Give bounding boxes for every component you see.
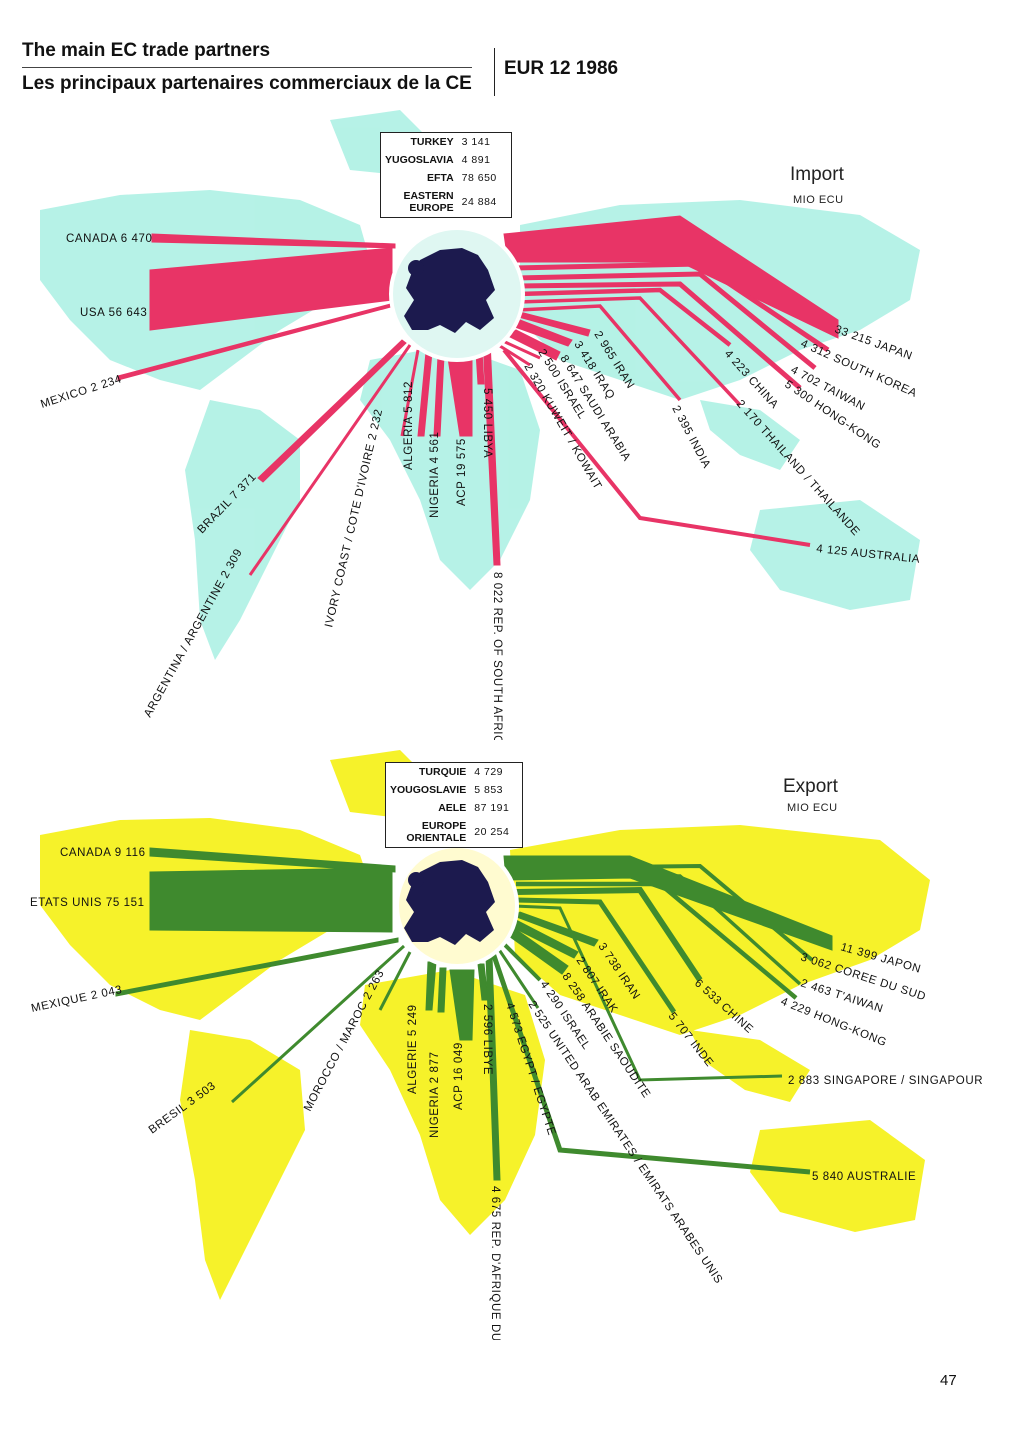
label-algeria: ALGERIA 5 812 xyxy=(403,381,415,470)
title-english: The main EC trade partners xyxy=(22,40,271,61)
import-unit: MIO ECU xyxy=(793,194,844,206)
box-row: TURKEY 3 141 xyxy=(410,136,491,148)
import-title: Import xyxy=(790,164,844,185)
label-afrique-du-sud: 4 675 REP. D'AFRIQUE DU SUD xyxy=(489,1186,501,1340)
europe-shape xyxy=(404,248,495,333)
region-year-label: EUR 12 1986 xyxy=(504,58,619,79)
label-libye: 2 596 LIBYE xyxy=(481,1004,493,1075)
flow-singapour xyxy=(513,904,783,1082)
export-europe-box: TURQUIE 4 729 YOUGOSLAVIE 5 853 AELE 87 191… xyxy=(385,762,523,848)
box-row: EFTA 78 650 xyxy=(427,172,497,184)
label-mexique: MEXIQUE 2 043 xyxy=(30,984,123,1015)
title-french: Les principaux partenaires commerciaux d… xyxy=(22,73,472,94)
export-map-diagram: CANADA 9 116 ETATS UNIS 75 151 MEXIQUE 2… xyxy=(30,750,983,1340)
import-europe-globe xyxy=(389,226,525,362)
label-ivory-coast: IVORY COAST / COTE D'IVOIRE 2 232 xyxy=(323,408,385,629)
export-flow-bands xyxy=(115,847,833,1181)
flow-maroc xyxy=(378,951,412,1011)
label-australie: 5 840 AUSTRALIE xyxy=(812,1171,916,1183)
flow-nigeria xyxy=(437,967,447,1013)
australia-shape xyxy=(750,1120,925,1232)
label-etats-unis: ETATS UNIS 75 151 xyxy=(30,897,145,909)
box-row: YUGOSLAVIA 4 891 xyxy=(385,154,491,166)
page-header: The main EC trade partners Les principau… xyxy=(22,40,634,104)
import-europe-box: TURKEY 3 141 YUGOSLAVIA 4 891 EFTA 78 650 E… xyxy=(380,132,512,218)
label-singapour: 2 883 SINGAPORE / SINGAPOUR xyxy=(788,1075,983,1087)
flow-egypte xyxy=(489,949,811,1175)
import-flow-bands xyxy=(117,215,839,576)
box-row: YOUGOSLAVIE 5 853 xyxy=(390,784,504,796)
flow-hong-kong xyxy=(517,281,802,390)
flow-brazil xyxy=(257,339,407,483)
title-divider xyxy=(22,67,472,68)
flow-israel xyxy=(504,340,541,360)
box-row: EASTERN EUROPE 24 884 xyxy=(403,190,497,214)
flow-inde xyxy=(515,897,677,1014)
flow-emirats xyxy=(496,947,540,1009)
label-acp: ACP 19 575 xyxy=(456,438,468,506)
box-row: TURQUIE 4 729 xyxy=(418,766,504,778)
flow-kuweit xyxy=(499,344,531,367)
import-map-diagram: CANADA 6 470 USA 56 643 MEXICO 2 234 BRA… xyxy=(39,110,921,740)
header-separator xyxy=(494,48,495,96)
label-south-africa: 8 022 REP. OF SOUTH AFRICA xyxy=(491,572,503,740)
south-america-shape xyxy=(180,1030,305,1300)
australia-shape xyxy=(750,500,920,610)
page-number: 47 xyxy=(940,1372,957,1389)
southeast-asia-shape xyxy=(700,400,800,470)
flow-argentina xyxy=(248,344,412,576)
flow-thailand xyxy=(517,296,742,407)
flow-ivory-coast xyxy=(400,349,420,437)
label-canada: CANADA 9 116 xyxy=(60,847,146,859)
africa-shape xyxy=(360,345,540,590)
label-usa: USA 56 643 xyxy=(80,307,147,319)
flow-acp xyxy=(449,969,475,1041)
label-nigeria: NIGERIA 4 561 xyxy=(429,432,441,518)
export-unit: MIO ECU xyxy=(787,802,838,814)
flow-usa xyxy=(149,867,393,933)
british-isles-shape xyxy=(408,872,424,888)
southeast-asia-shape xyxy=(690,1030,810,1102)
flow-israel xyxy=(500,940,542,982)
flow-mexico xyxy=(115,937,399,997)
british-isles-shape xyxy=(408,260,424,276)
box-row: AELE 87 191 xyxy=(438,802,510,814)
box-row: EUROPE ORIENTALE 20 254 xyxy=(406,820,510,844)
label-canada: CANADA 6 470 xyxy=(66,233,152,245)
europe-shape xyxy=(404,860,495,945)
export-title: Export xyxy=(783,776,838,797)
label-nigeria: NIGERIA 2 877 xyxy=(429,1052,441,1138)
flow-taiwan xyxy=(515,271,817,370)
flow-australia xyxy=(502,348,811,547)
flow-bresil xyxy=(230,944,406,1104)
label-acp: ACP 16 049 xyxy=(453,1042,465,1110)
label-libya: 5 450 LIBYA xyxy=(481,388,493,458)
flow-india xyxy=(517,304,682,402)
flow-canada xyxy=(151,233,396,249)
label-algerie: ALGERIE 5 249 xyxy=(407,1004,419,1094)
export-europe-globe xyxy=(395,844,519,968)
flow-canada xyxy=(149,847,396,873)
flow-china xyxy=(517,287,732,347)
flow-chine xyxy=(515,886,703,982)
label-mexico: MEXICO 2 234 xyxy=(39,373,123,411)
